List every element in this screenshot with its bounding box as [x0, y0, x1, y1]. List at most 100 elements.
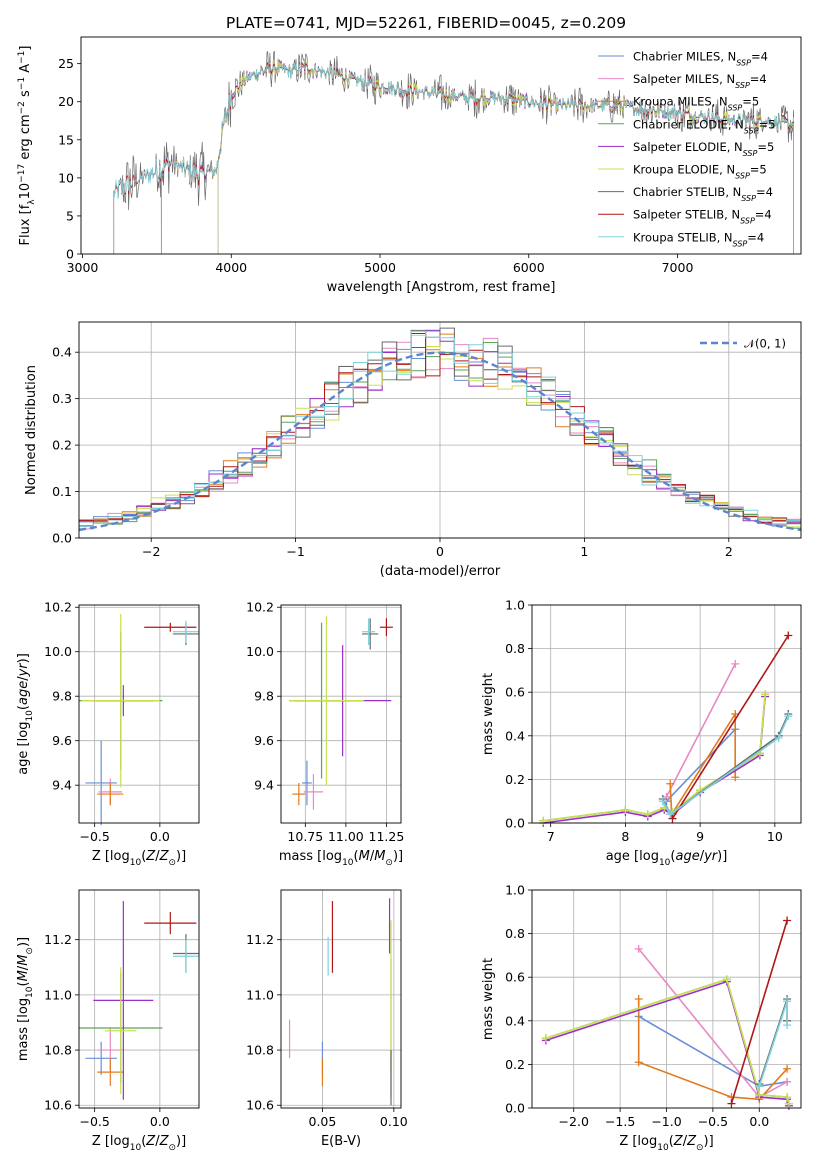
legend-label-chabrier-miles: Chabrier MILES, NSSP=4 — [633, 50, 768, 68]
weight-point — [784, 631, 793, 640]
x-tick-label: 10.75 — [287, 829, 323, 844]
mass-vs-ebv-panel: 0.05 0.10 10.6 10.8 11.0 11.2 E(B-V) — [246, 889, 408, 1149]
weight-point — [755, 1090, 764, 1099]
histograms — [79, 327, 801, 532]
y-tick-label: 5 — [66, 208, 74, 223]
figure-title: PLATE=0741, MJD=52261, FIBERID=0045, z=0… — [226, 14, 626, 32]
y-tick-label: 0.8 — [505, 641, 525, 656]
y-tick-label: 0.4 — [52, 345, 72, 360]
weight-point — [783, 1093, 792, 1102]
x-tick-label: 8 — [621, 829, 629, 844]
weight-vs-metallicity-panel: −2.0 −1.5 −1.0 −0.5 0.0 0.0 0.2 0.4 0.6 0.8 1.0 Z [… — [481, 883, 802, 1153]
y-tick-label: 1.0 — [505, 598, 525, 613]
axes-border — [531, 604, 802, 824]
y-tick-label: 9.4 — [52, 778, 72, 793]
data-layer — [541, 916, 793, 1110]
weight-point — [783, 997, 792, 1006]
x-axis-label: mass [log10(M/M⊙)] — [279, 849, 403, 868]
errorbar-chabrier-miles — [85, 740, 117, 826]
x-tick-label: 9 — [696, 829, 704, 844]
x-tick-label: 1 — [580, 544, 588, 559]
data-layer — [79, 901, 199, 1100]
weight-point — [761, 690, 770, 699]
y-tick-label: 11.0 — [246, 987, 274, 1002]
weight-point — [784, 712, 793, 721]
weight-point — [755, 1082, 764, 1091]
errorbar-salpeter-elodie — [93, 901, 154, 1100]
y-tick-label: 15 — [58, 132, 74, 147]
plot-background — [281, 605, 401, 823]
age-vs-mass-panel: 10.75 11.00 11.25 9.4 9.6 9.8 10.0 10.2 mass [lo… — [246, 600, 404, 868]
y-tick-label: 1.0 — [505, 883, 525, 898]
weight-point — [541, 1034, 550, 1043]
y-tick-label: 10 — [58, 170, 74, 185]
plot-background — [79, 605, 199, 823]
grid — [79, 605, 199, 823]
x-axis-label: Z [log10(Z/Z⊙)] — [92, 849, 186, 868]
y-tick-label: 10.0 — [44, 644, 72, 659]
x-axis-label: (data-model)/error — [380, 564, 501, 579]
axes-border — [531, 889, 802, 1109]
axes-frame: 10.75 11.00 11.25 9.4 9.6 9.8 10.0 10.2 mass [lo… — [246, 600, 404, 868]
weight-point — [783, 1021, 792, 1030]
y-tick-label: 11.0 — [44, 987, 72, 1002]
errorbar-kroupa-miles — [97, 782, 124, 806]
weight-point — [727, 1099, 736, 1108]
y-tick-label: 9.4 — [254, 778, 274, 793]
weight-series-salpeter-stelib — [668, 631, 793, 823]
grid — [281, 605, 401, 823]
axes-frame: −0.5 0.0 9.4 9.6 9.8 10.0 10.2 Z [log10(Z/Z⊙)] a… — [16, 600, 200, 868]
data-layer — [288, 898, 392, 1106]
legend: Chabrier MILES, NSSP=4 Salpeter MILES, NS… — [598, 50, 775, 248]
errorbar-kroupa-stelib — [172, 620, 199, 643]
weight-vs-age-panel: 7 8 9 10 0.0 0.2 0.4 0.6 0.8 1.0 age [log10(age/yr… — [481, 598, 802, 868]
data-layer — [113, 50, 794, 255]
legend-label-salpeter-miles: Salpeter MILES, NSSP=4 — [633, 72, 767, 90]
weight-point — [783, 916, 792, 925]
spectrum-line-kroupa-stelib — [113, 62, 794, 255]
errorbar-kroupa-stelib — [172, 939, 199, 973]
weight-point — [634, 944, 643, 953]
errorbar-chabrier-stelib — [362, 618, 379, 650]
y-tick-label: 9.6 — [254, 733, 274, 748]
y-tick-label: 20 — [58, 94, 74, 109]
y-tick-label: 0.2 — [52, 438, 72, 453]
weight-point — [643, 810, 652, 819]
residuals-panel: −2 −1 0 1 2 0.0 0.1 0.2 0.3 0.4 (data-model)/error… — [24, 321, 802, 579]
weight-point — [722, 975, 731, 984]
x-tick-label: −1.0 — [651, 1114, 681, 1129]
x-tick-label: 5000 — [364, 260, 396, 275]
legend-label-salpeter-stelib: Salpeter STELIB, NSSP=4 — [633, 208, 772, 226]
errorbar-salpeter-stelib — [379, 618, 393, 637]
x-tick-label: 0.0 — [150, 1114, 170, 1129]
axes-frame: −2.0 −1.5 −1.0 −0.5 0.0 0.0 0.2 0.4 0.6 0.8 1.0 Z [… — [481, 883, 802, 1153]
y-tick-label: 0.3 — [52, 391, 72, 406]
y-axis-label: mass [log10(M/M⊙)] — [16, 937, 35, 1061]
axes-border — [78, 889, 200, 1109]
weight-point — [634, 1058, 643, 1067]
y-tick-label: 0.4 — [505, 1013, 525, 1028]
y-tick-label: 0 — [66, 247, 74, 262]
y-tick-label: 9.8 — [254, 689, 274, 704]
x-tick-label: 0.05 — [309, 1114, 337, 1129]
y-tick-label: 10.6 — [44, 1098, 72, 1113]
weight-point — [774, 733, 783, 742]
y-axis-label: age [log10(age/yr)] — [16, 653, 35, 775]
axes-frame: 3000 4000 5000 6000 7000 0 5 10 15 20 25 wavelength… — [17, 36, 802, 295]
x-tick-label: −0.5 — [698, 1114, 728, 1129]
y-tick-label: 0.8 — [505, 926, 525, 941]
y-tick-label: 11.2 — [44, 932, 72, 947]
weight-point — [784, 1099, 793, 1108]
data-layer — [289, 616, 393, 810]
age-vs-metallicity-panel: −0.5 0.0 9.4 9.6 9.8 10.0 10.2 Z [log10(Z/Z⊙)] a… — [16, 600, 200, 868]
axes-border — [78, 604, 200, 824]
data-layer — [79, 327, 801, 532]
errorbar-kroupa-miles — [292, 782, 306, 806]
errorbar-kroupa-elodie — [105, 967, 137, 1095]
y-axis-label: mass weight — [481, 673, 496, 755]
x-axis-label: age [log10(age/yr)] — [606, 849, 728, 868]
axes-border — [80, 36, 802, 255]
weight-point — [634, 995, 643, 1003]
y-tick-label: 10.8 — [246, 1043, 274, 1058]
